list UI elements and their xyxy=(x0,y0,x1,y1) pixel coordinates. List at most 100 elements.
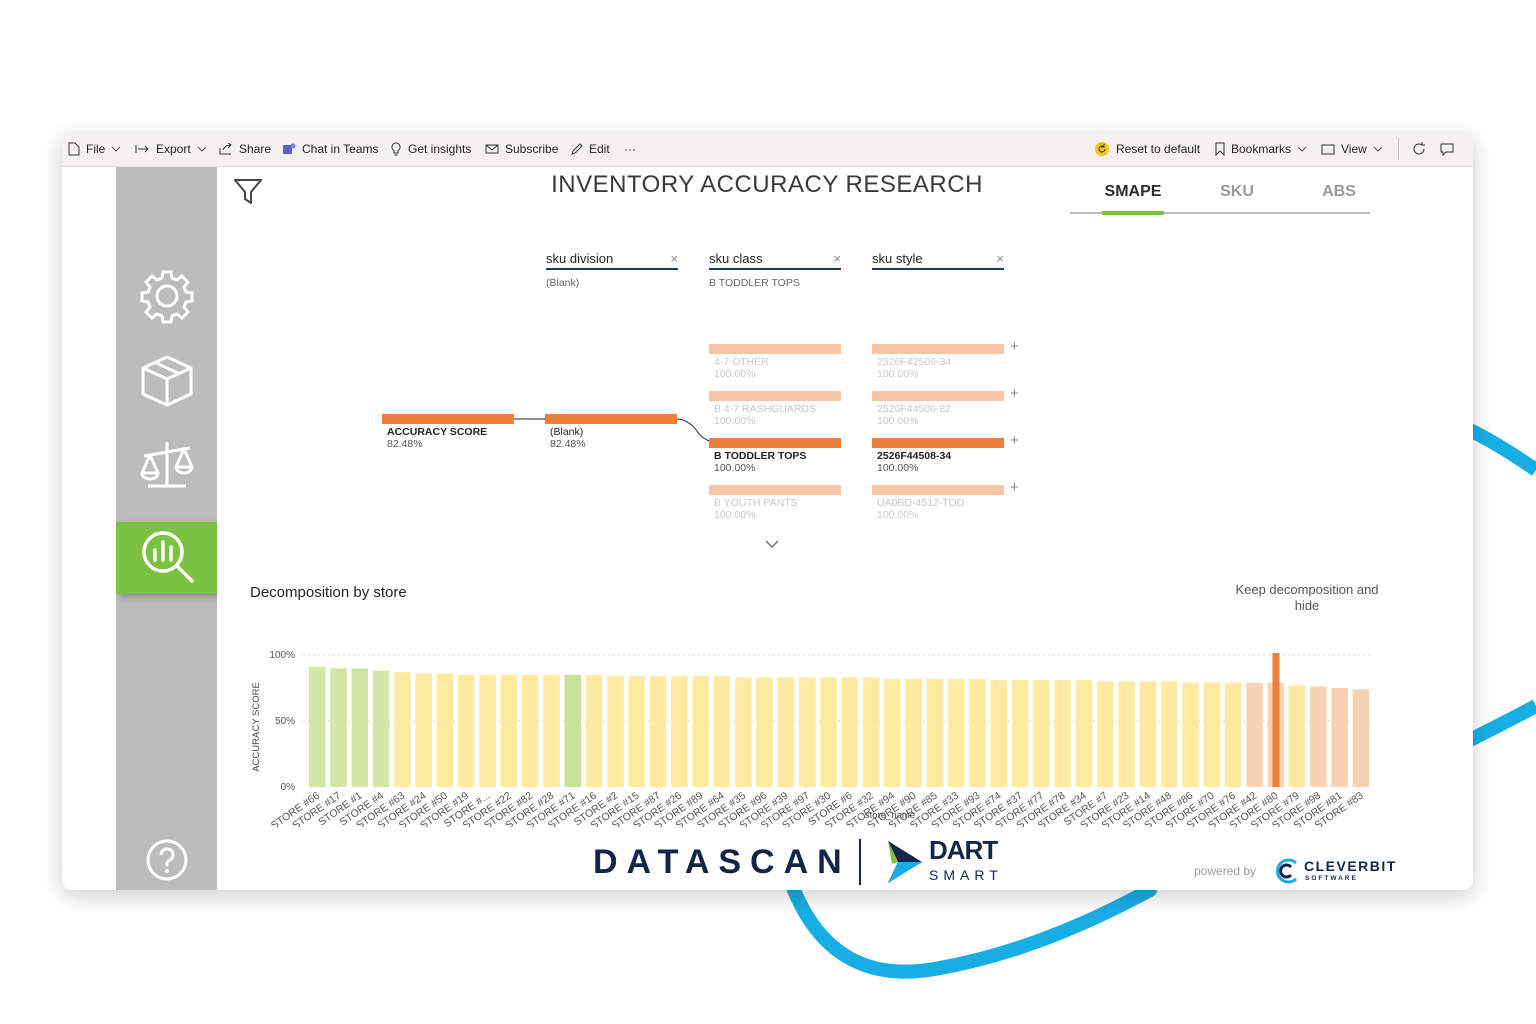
bar-store-64[interactable] xyxy=(713,676,731,787)
bar-store-42[interactable] xyxy=(1246,682,1263,787)
expand-plus-icon[interactable]: + xyxy=(1010,432,1019,449)
bar-store-82[interactable] xyxy=(522,674,539,787)
level-header-sku-division: sku division × xyxy=(546,251,678,270)
bar-store-2[interactable] xyxy=(607,676,624,787)
bookmarks-menu[interactable]: Bookmarks xyxy=(1215,132,1307,166)
tree-node-class[interactable]: B 4-7 RASHGUARDS 100.00% xyxy=(709,391,841,427)
bar-store-71[interactable] xyxy=(564,674,582,787)
bar-store-94[interactable] xyxy=(884,678,901,787)
bar-store-87[interactable] xyxy=(649,676,667,787)
tab-abs[interactable]: ABS xyxy=(1322,183,1356,200)
edit-label: Edit xyxy=(589,142,610,156)
close-icon[interactable]: × xyxy=(670,251,678,266)
nav-settings[interactable] xyxy=(116,260,217,332)
node-bar xyxy=(872,485,1004,495)
chevron-down-icon[interactable] xyxy=(764,539,780,549)
chat-in-teams-button[interactable]: Chat in Teams xyxy=(282,132,378,166)
bar-store-14[interactable] xyxy=(1139,681,1157,787)
close-icon[interactable]: × xyxy=(833,251,841,266)
bar-store-79[interactable] xyxy=(1288,685,1306,787)
bar-store-33[interactable] xyxy=(948,678,965,787)
bar-store-77[interactable] xyxy=(1033,680,1050,787)
bar-store-1[interactable] xyxy=(351,668,369,787)
get-insights-button[interactable]: Get insights xyxy=(390,132,471,166)
bar-store-15[interactable] xyxy=(628,676,646,787)
bar-store-23[interactable] xyxy=(1118,681,1135,787)
bar-store-16[interactable] xyxy=(585,674,603,787)
bar-store-32[interactable] xyxy=(862,677,880,787)
bar-store-81[interactable] xyxy=(1331,688,1348,787)
tree-node-division[interactable]: (Blank) 82.48% xyxy=(545,414,677,450)
file-menu[interactable]: File xyxy=(68,132,121,166)
edit-button[interactable]: Edit xyxy=(570,132,610,166)
nav-compare[interactable] xyxy=(116,430,217,502)
bar-store-96[interactable] xyxy=(756,677,773,787)
bar-store-22[interactable] xyxy=(500,674,518,787)
bar-store-86[interactable] xyxy=(1182,682,1199,787)
view-menu[interactable]: View xyxy=(1321,132,1383,166)
bar-store-30[interactable] xyxy=(820,677,837,787)
bar-store-[interactable] xyxy=(479,674,496,787)
bar-store-17[interactable] xyxy=(330,668,347,787)
bar-store-7[interactable] xyxy=(1097,681,1114,787)
nav-inventory[interactable] xyxy=(116,345,217,417)
tree-node-class-selected[interactable]: B TODDLER TOPS 100.00% xyxy=(709,438,841,474)
bar-store-90[interactable] xyxy=(905,678,922,787)
bar-store-34[interactable] xyxy=(1075,680,1093,787)
report-window: File Export Share Chat in Teams Get insi… xyxy=(62,132,1473,890)
subscribe-button[interactable]: Subscribe xyxy=(485,132,558,166)
reset-to-default-button[interactable]: Reset to default xyxy=(1094,132,1200,166)
bar-store-78[interactable] xyxy=(1054,680,1072,787)
bar-store-4[interactable] xyxy=(372,670,390,787)
bar-store-76[interactable] xyxy=(1224,682,1242,787)
tree-node-root[interactable]: ACCURACY SCORE 82.48% xyxy=(382,414,514,450)
more-options-button[interactable]: ··· xyxy=(624,132,636,166)
close-icon[interactable]: × xyxy=(996,251,1004,266)
bar-store-80[interactable] xyxy=(1272,653,1280,787)
tree-node-class[interactable]: 4-7 OTHER 100.00% xyxy=(709,344,841,380)
comment-button[interactable] xyxy=(1440,132,1454,166)
nav-analysis[interactable] xyxy=(116,522,222,594)
bar-store-74[interactable] xyxy=(990,680,1008,787)
bar-store-89[interactable] xyxy=(692,676,709,787)
subscribe-label: Subscribe xyxy=(505,142,559,156)
smart-logo-text: SMART xyxy=(929,867,1003,883)
expand-plus-icon[interactable]: + xyxy=(1010,479,1019,496)
bookmarks-label: Bookmarks xyxy=(1231,142,1292,156)
expand-plus-icon[interactable]: + xyxy=(1010,338,1019,355)
refresh-button[interactable] xyxy=(1412,132,1426,166)
tree-node-class[interactable]: B YOUTH PANTS 100.00% xyxy=(709,485,841,521)
expand-plus-icon[interactable]: + xyxy=(1010,385,1019,402)
bar-store-70[interactable] xyxy=(1203,682,1221,787)
tab-smape[interactable]: SMAPE xyxy=(1104,183,1162,200)
bar-store-19[interactable] xyxy=(458,674,475,787)
tree-node-style[interactable]: 2526F44506-82 100.00% xyxy=(872,391,1004,427)
bar-store-26[interactable] xyxy=(671,676,688,787)
cleverbit-logo-icon xyxy=(1276,858,1298,884)
bar-store-85[interactable] xyxy=(926,678,944,787)
bar-store-97[interactable] xyxy=(798,677,816,787)
tree-node-style-selected[interactable]: 2526F44508-34 100.00% xyxy=(872,438,1004,474)
bar-store-63[interactable] xyxy=(394,672,411,787)
bar-store-48[interactable] xyxy=(1161,681,1178,787)
bar-store-83[interactable] xyxy=(1352,689,1370,787)
bar-store-98[interactable] xyxy=(1310,686,1327,787)
page-title: INVENTORY ACCURACY RESEARCH xyxy=(551,171,983,198)
bar-store-28[interactable] xyxy=(543,674,560,787)
tab-sku[interactable]: SKU xyxy=(1220,183,1254,200)
bar-store-93[interactable] xyxy=(969,678,986,787)
tree-node-style[interactable]: 2526F42506-34 100.00% xyxy=(872,344,1004,380)
help-button[interactable] xyxy=(116,829,217,890)
tree-node-style[interactable]: UA0BD-4512-TOD 100.00% xyxy=(872,485,1004,521)
bar-store-6[interactable] xyxy=(841,677,859,787)
bar-store-24[interactable] xyxy=(415,673,433,787)
bar-store-37[interactable] xyxy=(1011,680,1029,787)
bar-store-35[interactable] xyxy=(735,677,752,787)
export-menu[interactable]: Export xyxy=(135,132,207,166)
bar-store-50[interactable] xyxy=(436,673,454,787)
level-selection: B TODDLER TOPS xyxy=(709,277,800,289)
bar-store-39[interactable] xyxy=(777,677,795,787)
bar-store-66[interactable] xyxy=(309,666,326,787)
share-button[interactable]: Share xyxy=(219,132,271,166)
filter-icon[interactable] xyxy=(233,177,263,207)
